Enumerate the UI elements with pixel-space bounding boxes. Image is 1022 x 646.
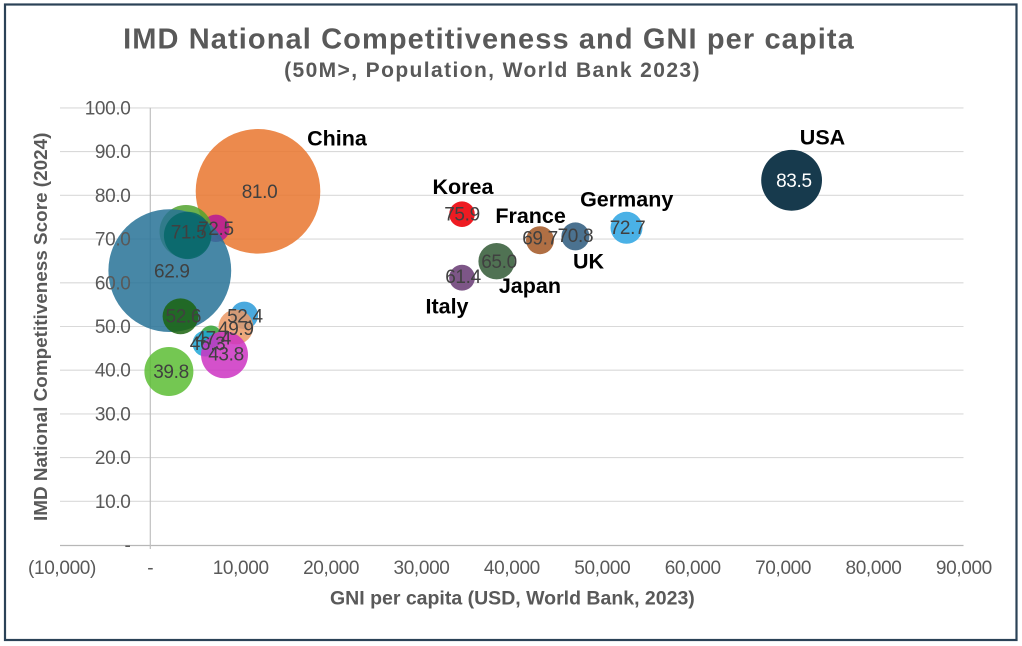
svg-text:61.4: 61.4: [445, 267, 481, 288]
svg-text:50,000: 50,000: [574, 558, 630, 579]
svg-text:71.5: 71.5: [171, 223, 207, 244]
svg-text:46.3: 46.3: [190, 334, 226, 355]
svg-text:52.6: 52.6: [166, 307, 202, 328]
svg-text:60.0: 60.0: [95, 273, 131, 294]
svg-text:USA: USA: [800, 126, 845, 150]
svg-text:72.5: 72.5: [198, 219, 234, 240]
svg-text:GNI per capita (USD, World Ban: GNI per capita (USD, World Bank, 2023): [330, 588, 695, 610]
svg-text:80,000: 80,000: [845, 558, 901, 579]
svg-text:81.0: 81.0: [242, 182, 278, 203]
svg-text:IMD National Competitiveness S: IMD National Competitiveness Score (2024…: [31, 133, 52, 521]
svg-text:49.9: 49.9: [218, 319, 254, 340]
svg-text:50.0: 50.0: [95, 317, 131, 338]
svg-text:65.0: 65.0: [481, 252, 517, 273]
svg-text:30,000: 30,000: [393, 558, 449, 579]
svg-text:10.0: 10.0: [95, 492, 131, 513]
svg-text:20.0: 20.0: [95, 448, 131, 469]
svg-text:-: -: [147, 558, 153, 579]
svg-text:80.0: 80.0: [95, 186, 131, 207]
svg-text:83.5: 83.5: [776, 171, 812, 192]
svg-text:52.4: 52.4: [227, 307, 263, 328]
svg-text:-: -: [125, 535, 131, 556]
svg-text:47.4: 47.4: [195, 329, 231, 350]
svg-text:60,000: 60,000: [665, 558, 721, 579]
svg-text:China: China: [307, 126, 368, 150]
svg-text:72.7: 72.7: [610, 218, 646, 239]
svg-text:(50M>, Population, World Bank: (50M>, Population, World Bank 2023): [284, 59, 701, 82]
svg-text:39.8: 39.8: [153, 362, 189, 383]
svg-text:Germany: Germany: [580, 188, 673, 212]
svg-text:90,000: 90,000: [936, 558, 992, 579]
svg-text:75.9: 75.9: [444, 204, 480, 225]
svg-text:Korea: Korea: [433, 175, 495, 199]
svg-text:(10,000): (10,000): [28, 558, 96, 579]
svg-text:IMD National Competitiveness a: IMD National Competitiveness and GNI per…: [123, 24, 855, 56]
svg-text:Italy: Italy: [425, 295, 468, 319]
svg-text:40,000: 40,000: [484, 558, 540, 579]
svg-text:70,000: 70,000: [755, 558, 811, 579]
svg-text:Japan: Japan: [499, 274, 561, 298]
svg-text:UK: UK: [573, 250, 605, 274]
svg-text:90.0: 90.0: [95, 142, 131, 163]
svg-text:10,000: 10,000: [213, 558, 269, 579]
svg-text:70.8: 70.8: [558, 226, 594, 247]
svg-text:30.0: 30.0: [95, 404, 131, 425]
svg-text:70.0: 70.0: [95, 230, 131, 251]
svg-text:43.8: 43.8: [208, 345, 244, 366]
svg-text:62.9: 62.9: [154, 262, 190, 283]
svg-text:69.7: 69.7: [522, 229, 558, 250]
svg-text:20,000: 20,000: [303, 558, 359, 579]
svg-text:100.0: 100.0: [85, 98, 131, 119]
svg-text:France: France: [495, 204, 566, 228]
svg-text:40.0: 40.0: [95, 361, 131, 382]
